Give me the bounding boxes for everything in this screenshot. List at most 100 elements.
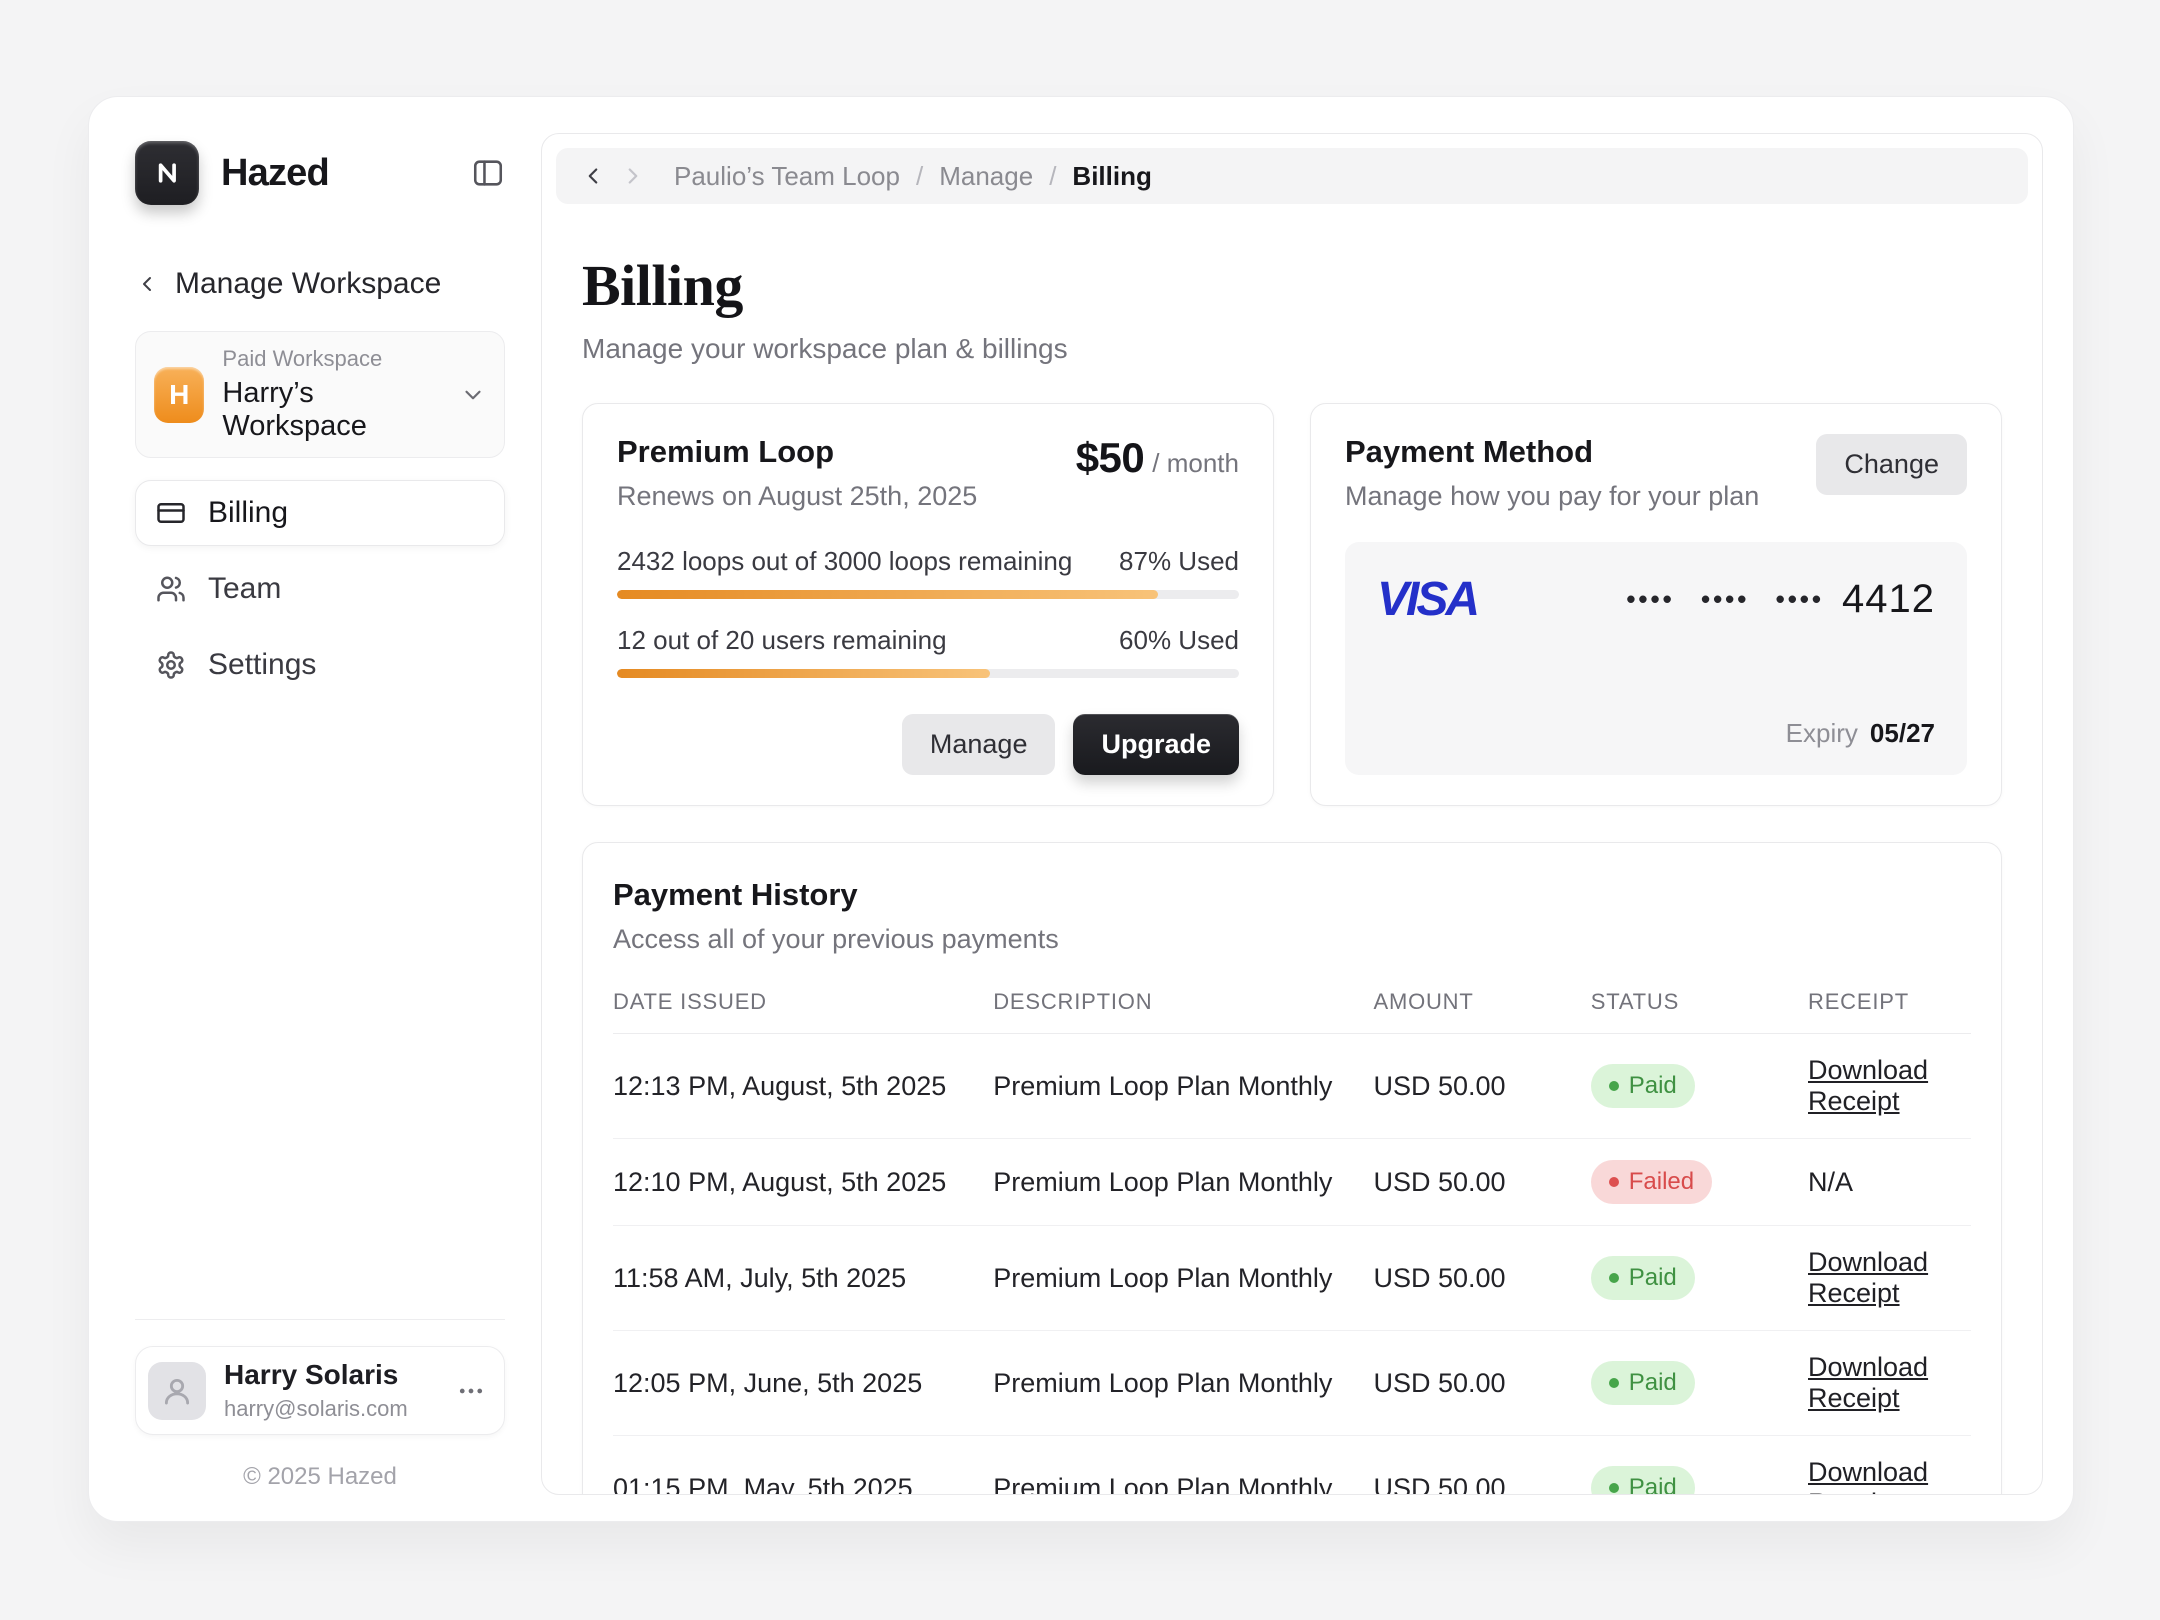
content: Billing Manage your workspace plan & bil…	[542, 218, 2042, 1494]
page-title: Billing	[582, 253, 743, 318]
payment-history-title: Payment History	[613, 877, 858, 912]
workspace-name: Harry’s Workspace	[222, 377, 367, 442]
card-expiry: Expiry 05/27	[1377, 718, 1935, 749]
status-label: Paid	[1628, 1474, 1677, 1494]
status-dot-icon	[1608, 1273, 1619, 1283]
status-dot-icon	[1608, 1177, 1619, 1187]
plan-price: $50 / month	[1076, 434, 1239, 482]
row-date: 12:05 PM, June, 5th 2025	[613, 1367, 923, 1398]
sidebar-divider	[135, 1319, 505, 1320]
row-description: Premium Loop Plan Monthly	[993, 1262, 1333, 1293]
download-receipt-link[interactable]: Download Receipt	[1808, 1247, 1929, 1308]
manage-plan-button[interactable]: Manage	[901, 714, 1056, 775]
row-amount: USD 50.00	[1373, 1472, 1506, 1495]
copyright: © 2025 Hazed	[243, 1463, 397, 1490]
table-row: 12:05 PM, June, 5th 2025 Premium Loop Pl…	[613, 1331, 1971, 1436]
row-description: Premium Loop Plan Monthly	[993, 1367, 1333, 1398]
row-amount: USD 50.00	[1373, 1070, 1506, 1101]
status-badge: Paid	[1590, 1466, 1695, 1494]
download-receipt-link[interactable]: Download Receipt	[1808, 1457, 1929, 1494]
row-date: 01:15 PM, May, 5th 2025	[613, 1472, 913, 1495]
user-texts: Harry Solaris harry@solaris.com	[224, 1359, 408, 1422]
loops-usage-label: 2432 loops out of 3000 loops remaining	[617, 546, 1073, 576]
breadcrumb-separator: /	[915, 160, 924, 191]
hazed-logo-icon	[158, 163, 176, 183]
loops-usage-row: 2432 loops out of 3000 loops remaining 8…	[617, 546, 1239, 599]
breadcrumb-billing: Billing	[1072, 160, 1152, 191]
sidebar-item-label: Team	[208, 572, 282, 605]
table-row: 12:10 PM, August, 5th 2025 Premium Loop …	[613, 1139, 1971, 1226]
workspace-avatar: H	[154, 366, 205, 423]
col-date-issued: DATE ISSUED	[613, 989, 767, 1014]
ellipsis-icon[interactable]	[456, 1376, 486, 1406]
card-last4: 4412	[1842, 577, 1935, 621]
expiry-label: Expiry	[1785, 718, 1858, 748]
sidebar-nav: Billing Team Settings	[135, 480, 505, 698]
status-label: Paid	[1628, 1072, 1677, 1099]
payment-history-card: Payment History Access all of your previ…	[582, 842, 2002, 1494]
breadcrumb-separator: /	[1049, 160, 1057, 191]
breadcrumb-team-loop[interactable]: Paulio’s Team Loop	[674, 160, 900, 191]
sidebar-item-team[interactable]: Team	[135, 556, 505, 622]
app-window: Hazed Manage Workspace H Paid Workspace …	[88, 96, 2074, 1522]
chevron-left-icon	[143, 277, 151, 291]
breadcrumb-manage[interactable]: Manage	[939, 160, 1034, 191]
sidebar-item-label: Settings	[208, 648, 317, 681]
sidebar-item-label: Billing	[208, 496, 289, 529]
back-to-manage-workspace[interactable]: Manage Workspace	[135, 267, 505, 301]
user-email: harry@solaris.com	[224, 1396, 408, 1421]
sidebar-item-settings[interactable]: Settings	[135, 632, 505, 698]
status-dot-icon	[1608, 1483, 1619, 1493]
col-description: DESCRIPTION	[993, 989, 1153, 1014]
chevron-down-icon	[460, 382, 486, 408]
download-receipt-link[interactable]: Download Receipt	[1808, 1055, 1929, 1116]
plan-card: Premium Loop Renews on August 25th, 2025…	[582, 403, 1274, 806]
sidebar-item-billing[interactable]: Billing	[135, 480, 505, 546]
row-description: Premium Loop Plan Monthly	[993, 1166, 1333, 1197]
top-cards: Premium Loop Renews on August 25th, 2025…	[582, 403, 2002, 806]
nav-forward-button[interactable]	[620, 163, 646, 189]
credit-card-preview: VISA •••• •••• •••• 4412 Expiry 05/27	[1345, 542, 1967, 775]
plan-name: Premium Loop	[617, 434, 835, 469]
col-receipt: RECEIPT	[1808, 989, 1909, 1014]
table-header: DATE ISSUED DESCRIPTION AMOUNT STATUS RE…	[613, 989, 1971, 1034]
upgrade-button[interactable]: Upgrade	[1073, 714, 1239, 775]
back-label: Manage Workspace	[175, 267, 442, 300]
status-dot-icon	[1608, 1378, 1619, 1388]
payment-history-subtitle: Access all of your previous payments	[613, 924, 1059, 954]
nav-back-button[interactable]	[580, 163, 606, 189]
main-panel: Paulio’s Team Loop / Manage / Billing Bi…	[541, 133, 2043, 1495]
payment-method-card: Payment Method Manage how you pay for yo…	[1310, 403, 2002, 806]
main-wrap: Paulio’s Team Loop / Manage / Billing Bi…	[541, 97, 2073, 1521]
table-row: 12:13 PM, August, 5th 2025 Premium Loop …	[613, 1034, 1971, 1139]
plan-card-header: Premium Loop Renews on August 25th, 2025…	[617, 434, 1239, 512]
sidebar-toggle-icon[interactable]	[471, 156, 505, 190]
workspace-plan-badge: Paid Workspace	[222, 346, 383, 371]
user-card[interactable]: Harry Solaris harry@solaris.com	[135, 1346, 505, 1435]
plan-price-period: / month	[1152, 448, 1239, 478]
col-amount: AMOUNT	[1373, 989, 1474, 1014]
plan-price-amount: $50	[1075, 434, 1145, 481]
receipt-na-text: N/A	[1808, 1166, 1854, 1197]
change-payment-button[interactable]: Change	[1816, 434, 1967, 495]
row-amount: USD 50.00	[1373, 1166, 1506, 1197]
row-date: 12:13 PM, August, 5th 2025	[613, 1070, 947, 1101]
status-badge: Paid	[1590, 1256, 1695, 1300]
users-usage-label: 12 out of 20 users remaining	[617, 625, 947, 655]
person-icon	[164, 1378, 190, 1404]
loops-progress-fill	[617, 590, 1159, 599]
usage-section: 2432 loops out of 3000 loops remaining 8…	[617, 546, 1239, 678]
table-row: 11:58 AM, July, 5th 2025 Premium Loop Pl…	[613, 1226, 1971, 1331]
row-date: 11:58 AM, July, 5th 2025	[613, 1262, 907, 1293]
status-dot-icon	[1608, 1081, 1619, 1091]
download-receipt-link[interactable]: Download Receipt	[1808, 1352, 1929, 1413]
status-badge: Paid	[1590, 1064, 1695, 1108]
hazed-logo	[135, 141, 199, 205]
sidebar: Hazed Manage Workspace H Paid Workspace …	[89, 97, 541, 1521]
workspace-texts: Paid Workspace Harry’s Workspace	[222, 346, 442, 443]
col-status: STATUS	[1590, 989, 1680, 1014]
plan-actions: Manage Upgrade	[617, 678, 1239, 775]
users-usage-row: 12 out of 20 users remaining 60% Used	[617, 625, 1239, 678]
workspace-selector[interactable]: H Paid Workspace Harry’s Workspace	[135, 331, 505, 458]
status-label: Paid	[1628, 1369, 1677, 1396]
